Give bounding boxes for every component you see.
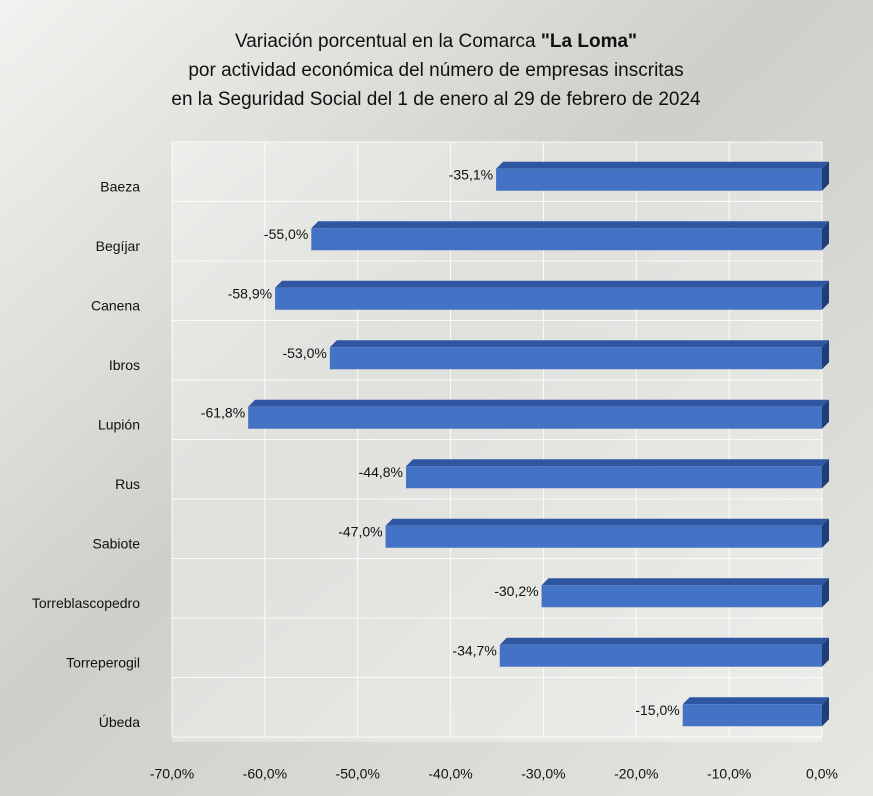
bar-side (822, 637, 829, 667)
chart-title: Variación porcentual en la Comarca "La L… (235, 31, 637, 52)
value-label: -35,1% (449, 166, 493, 182)
y-tick-label: Rus (115, 476, 140, 492)
y-tick-label: Ibros (109, 357, 140, 373)
y-tick-label: Torreblascopedro (32, 595, 140, 611)
bar-side (822, 578, 829, 608)
y-tick-label: Sabiote (93, 535, 141, 551)
bar-top (541, 578, 829, 586)
bar (682, 704, 822, 727)
y-tick-label: Úbeda (99, 714, 140, 730)
bar-top (385, 518, 829, 526)
x-tick-label: -10,0% (707, 766, 751, 782)
bar-side (822, 459, 829, 489)
bar-side (822, 280, 829, 310)
bar (329, 347, 822, 370)
bar-top (311, 221, 829, 229)
value-label: -58,9% (228, 285, 272, 301)
bar-top (499, 637, 829, 645)
bar (541, 585, 822, 608)
bar-side (822, 221, 829, 251)
x-tick-label: -30,0% (521, 766, 565, 782)
y-tick-label: Torreperogil (66, 654, 140, 670)
bar-top (496, 161, 829, 169)
chart-title: en la Seguridad Social del 1 de enero al… (171, 89, 701, 110)
value-label: -61,8% (201, 404, 245, 420)
bar-top (248, 399, 830, 407)
y-tick-label: Canena (91, 297, 140, 313)
y-tick-label: Lupión (98, 416, 140, 432)
x-tick-label: -50,0% (336, 766, 380, 782)
bar-side (822, 518, 829, 548)
bar-side (822, 340, 829, 370)
value-label: -53,0% (282, 345, 326, 361)
bar (275, 287, 823, 310)
bar-top (682, 697, 829, 705)
chart-title: por actividad económica del número de em… (188, 60, 683, 81)
y-tick-label: Begíjar (96, 238, 141, 254)
bar-top (406, 459, 829, 467)
x-tick-label: 0,0% (806, 766, 838, 782)
x-tick-label: -60,0% (243, 766, 287, 782)
value-label: -55,0% (264, 226, 308, 242)
x-tick-label: -20,0% (614, 766, 658, 782)
bar (499, 644, 822, 667)
bar-side (822, 697, 829, 727)
value-label: -47,0% (338, 523, 382, 539)
x-tick-label: -70,0% (150, 766, 194, 782)
bar (406, 466, 822, 489)
y-tick-label: Baeza (100, 178, 140, 194)
value-label: -44,8% (359, 464, 403, 480)
bar-side (822, 399, 829, 429)
bar (248, 406, 823, 429)
bar-top (275, 280, 830, 288)
bar (496, 168, 822, 191)
value-label: -15,0% (635, 702, 679, 718)
bar-side (822, 161, 829, 191)
bar-top (329, 340, 829, 348)
value-label: -30,2% (494, 583, 538, 599)
x-tick-label: -40,0% (428, 766, 472, 782)
bar (311, 228, 822, 251)
bar (385, 525, 822, 548)
value-label: -34,7% (452, 642, 496, 658)
